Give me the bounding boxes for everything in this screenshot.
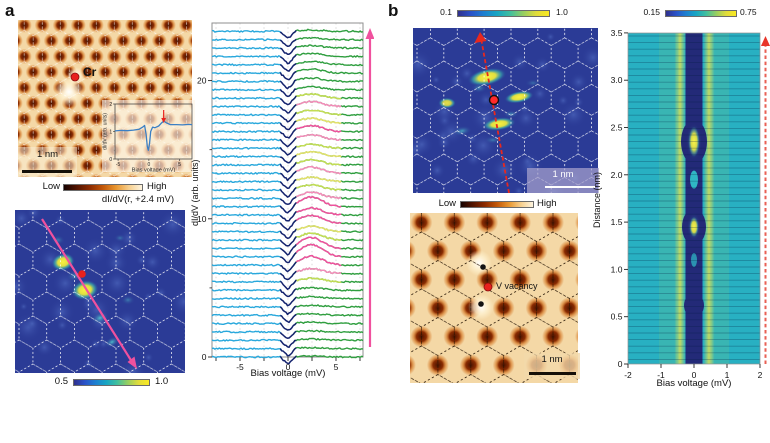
svg-text:1: 1 [109,130,112,136]
svg-text:0: 0 [618,359,623,369]
b-topo-colorbar-low: Low [438,198,456,209]
scalebar-box-a: 1 nm [18,147,77,177]
scalebar-line [545,186,595,188]
map-colorbar-min: 0.5 [54,376,68,387]
scalebar-box-b-topo: 1 nm [524,353,580,379]
svg-text:0: 0 [202,352,207,362]
svg-text:20: 20 [197,76,207,86]
b-map-colorbar [457,10,550,17]
scalebar-box-b-map: 1 nm [527,168,599,193]
b-topo-colorbar-high: High [537,198,557,209]
panel-b-label: b [388,1,399,20]
cr-site-label: Cr [83,65,97,79]
vacancy-label: V vacancy [496,281,538,291]
map-colorbar-max: 1.0 [155,376,169,387]
svg-text:0: 0 [109,157,112,163]
b-map-colorbar-max: 1.0 [556,7,568,17]
svg-text:-2: -2 [624,370,632,380]
svg-text:1: 1 [725,370,730,380]
linecut-y-axis-label: Distance (nm) [592,172,602,229]
scalebar-label: 1 nm [36,149,59,160]
svg-text:dI/dV (arb. units): dI/dV (arb. units) [103,113,109,150]
b-map-colorbar-min: 0.1 [440,7,452,17]
map-colorbar-a [73,379,150,386]
scalebar-line [529,372,576,375]
scalebar-label: 1 nm [541,354,563,365]
scalebar-label: 1 nm [552,169,574,180]
didv-waterfall-spectra: -5 0 5 0 10 20 [197,22,374,370]
svg-text:0: 0 [286,362,291,370]
svg-text:-1: -1 [657,370,665,380]
linecut-colorbar-min: 0.15 [643,7,660,17]
topo-colorbar-a [63,184,143,191]
svg-text:-5: -5 [116,162,121,168]
svg-text:10: 10 [197,214,207,224]
linecut-colorbar-max: 0.75 [740,7,757,17]
svg-text:5: 5 [178,162,181,168]
didv-map-cr [15,210,185,373]
didv-map-vacancy [413,28,598,193]
svg-text:1.5: 1.5 [611,217,623,227]
svg-text:2: 2 [109,102,112,108]
svg-text:3.5: 3.5 [611,28,623,38]
svg-text:0.5: 0.5 [611,312,623,322]
svg-text:Bias voltage (mV): Bias voltage (mV) [132,168,176,173]
svg-text:1.0: 1.0 [611,264,623,274]
spectra-x-axis-label: Bias voltage (mV) [250,368,326,379]
svg-text:2: 2 [758,370,763,380]
svg-text:2.5: 2.5 [611,123,623,133]
panel-a-label: a [5,1,15,20]
linecut-x-axis-label: Bias voltage (mV) [656,378,732,389]
linecut-colorbar [665,10,737,17]
svg-text:-5: -5 [236,362,244,370]
svg-text:5: 5 [334,362,339,370]
svg-text:0: 0 [692,370,697,380]
colorbar-high-label: High [147,181,167,192]
didv-map-title: dI/dV(r, +2.4 mV) [101,194,174,205]
svg-text:0: 0 [147,162,150,168]
bias-distance-linecut-heatmap: 0 0.5 1.0 1.5 2.0 2.5 3.0 3.5 -2 -1 0 1 2 [611,28,770,380]
svg-text:2.0: 2.0 [611,170,623,180]
scalebar-line [22,170,72,173]
b-topo-colorbar [460,201,534,208]
svg-text:3.0: 3.0 [611,75,623,85]
colorbar-low-label: Low [42,181,60,192]
